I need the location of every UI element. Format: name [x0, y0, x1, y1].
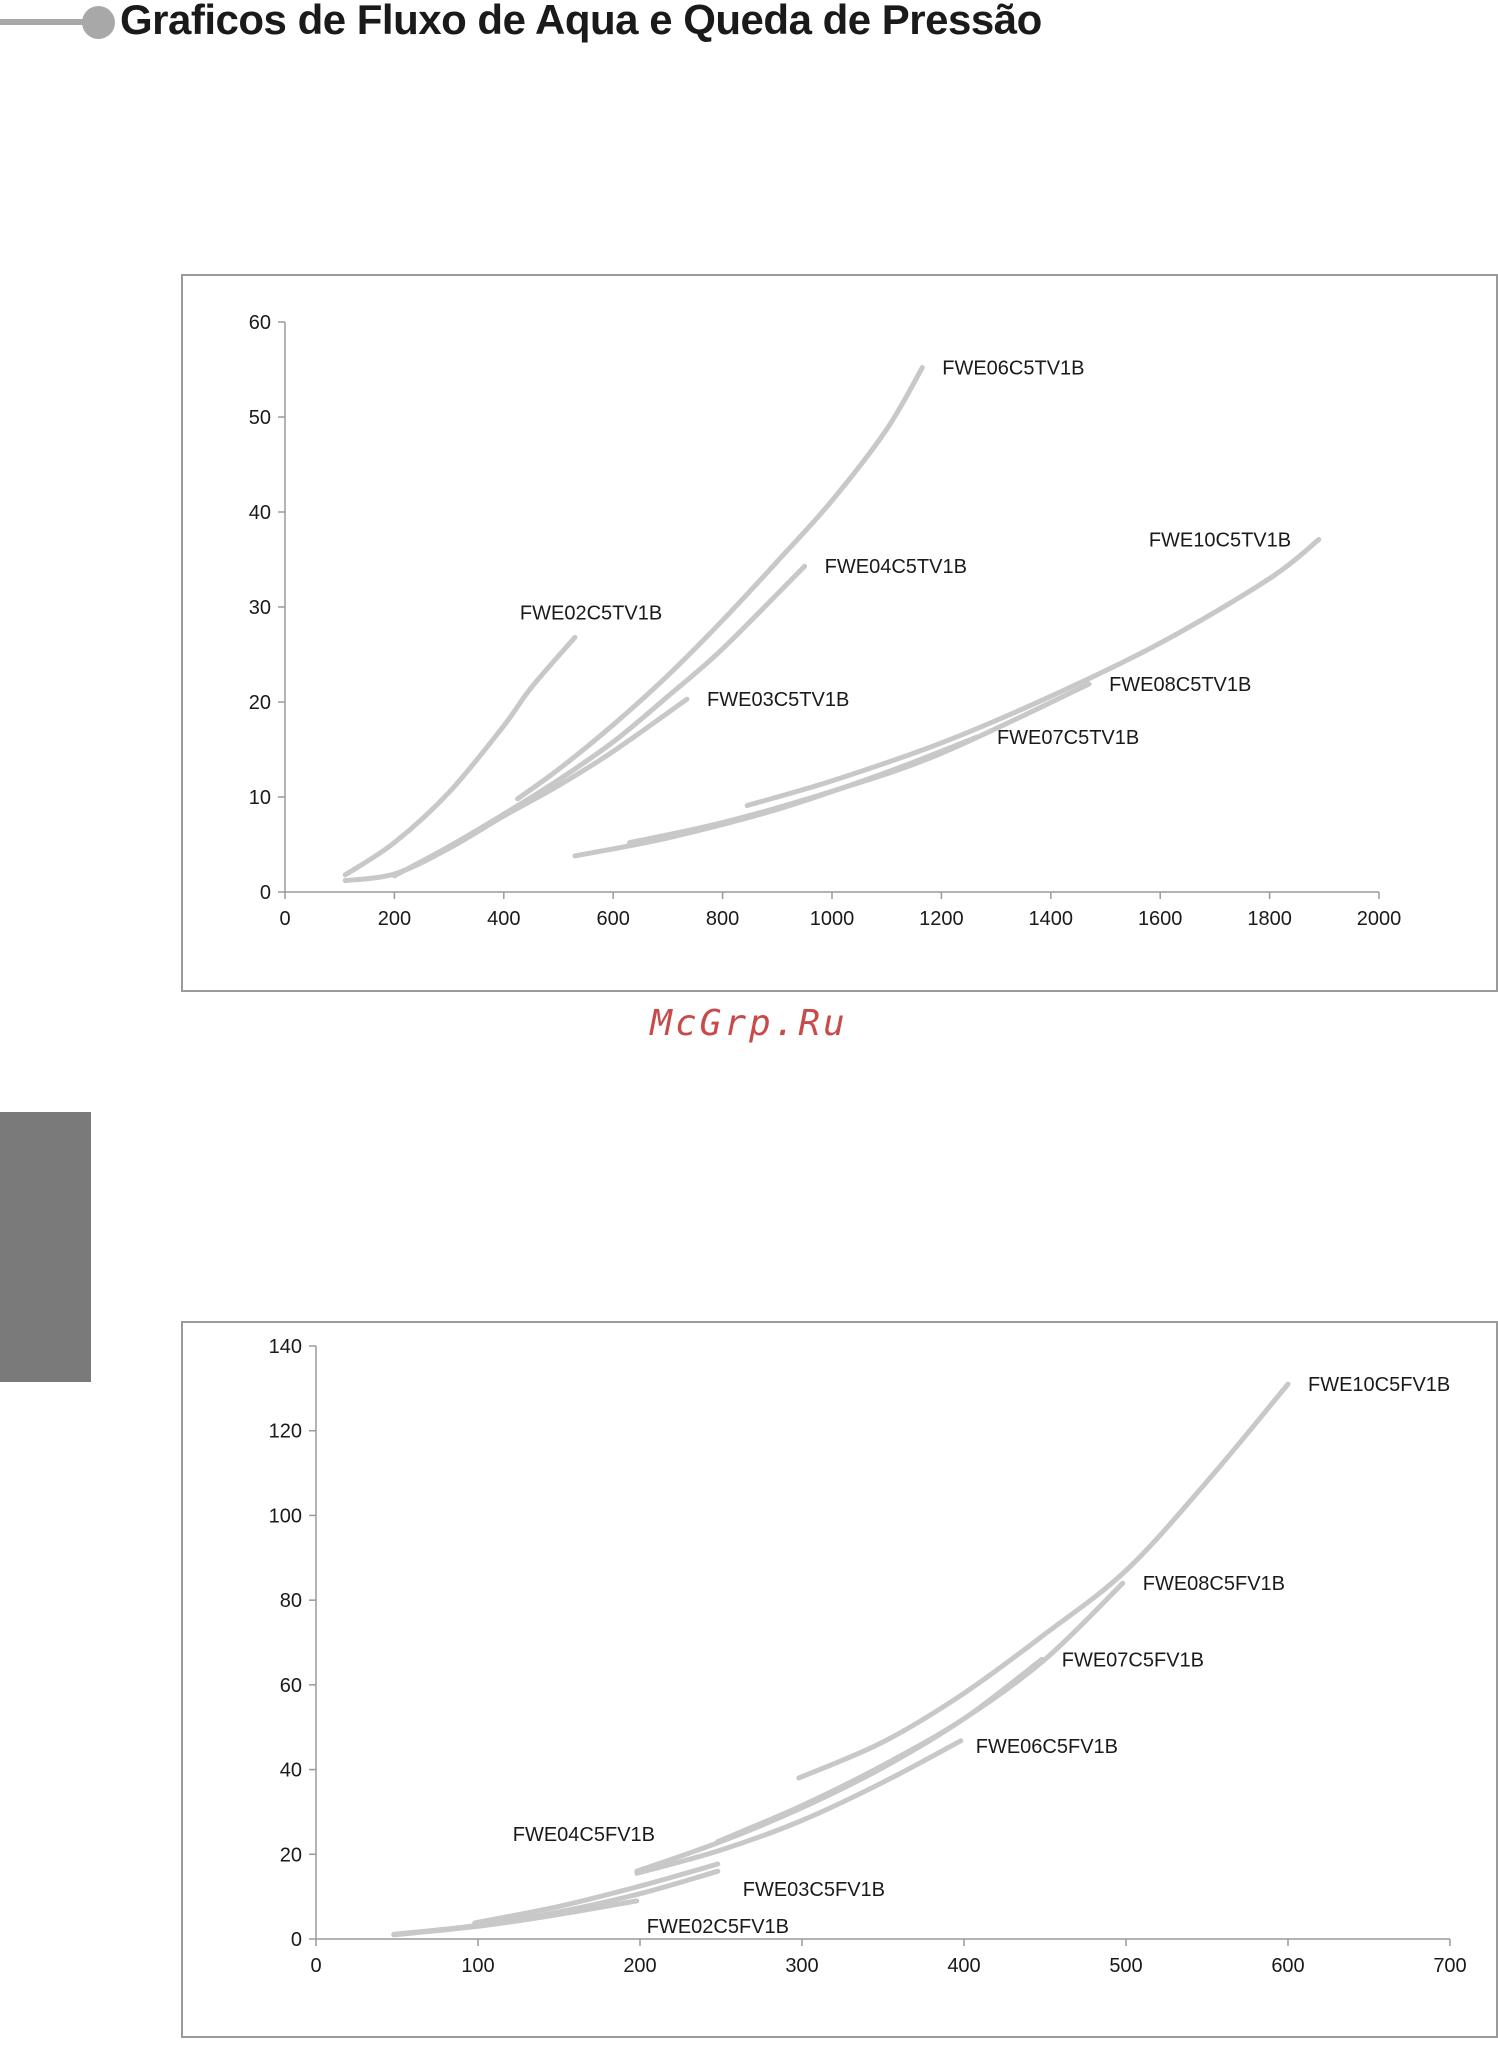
x-tick-label: 500 [1109, 1955, 1142, 1977]
series-label-fwe03c5fv1b: FWE03C5FV1B [743, 1879, 885, 1901]
x-tick-label: 100 [461, 1955, 494, 1977]
x-tick-label: 1400 [1029, 908, 1074, 930]
series-label-fwe07c5fv1b: FWE07C5FV1B [1062, 1649, 1204, 1671]
x-tick-label: 400 [947, 1955, 980, 1977]
y-tick-label: 30 [249, 597, 271, 619]
series-line-fwe08c5tv1b [627, 681, 1092, 846]
chart-frame-top: 0 10 20 30 40 50 60 0 200 400 600 800 1000 1200 1400 16… [181, 274, 1498, 992]
page-title: Graficos de Fluxo de Aqua e Queda de Pre… [120, 0, 1042, 43]
chart-bottom: 0 20 40 60 80 100 120 140 0 100 200 300 400 500 600 700… [269, 1336, 1467, 1977]
series-label-fwe02c5tv1b: FWE02C5TV1B [520, 602, 662, 624]
series-line-fwe10c5tv1b [744, 537, 1322, 808]
chart-frame-bottom: 0 20 40 60 80 100 120 140 0 100 200 300 400 500 600 700… [181, 1321, 1498, 2038]
series-line-fwe06c5fv1b [634, 1738, 964, 1876]
series-label-fwe07c5tv1b: FWE07C5TV1B [997, 727, 1139, 749]
watermark: McGrp.Ru [650, 1003, 848, 1044]
series-line-fwe03c5fv1b [391, 1868, 721, 1937]
series-label-fwe03c5tv1b: FWE03C5TV1B [707, 689, 849, 711]
x-tick-label: 800 [706, 908, 739, 930]
series-label-fwe08c5tv1b: FWE08C5TV1B [1109, 674, 1251, 696]
series-label-fwe06c5tv1b: FWE06C5TV1B [942, 358, 1084, 380]
y-tick-label: 100 [269, 1505, 302, 1527]
x-tick-label: 700 [1433, 1955, 1466, 1977]
series-label-fwe08c5fv1b: FWE08C5FV1B [1143, 1573, 1285, 1595]
y-tick-label: 0 [291, 1929, 302, 1951]
y-tick-label: 40 [249, 502, 271, 524]
series-label-fwe10c5fv1b: FWE10C5FV1B [1308, 1374, 1450, 1396]
x-tick-label: 200 [623, 1955, 656, 1977]
series-line-fwe02c5tv1b [342, 634, 578, 878]
y-tick-label: 120 [269, 1421, 302, 1443]
series-label-fwe02c5fv1b: FWE02C5FV1B [647, 1916, 789, 1938]
series-line-fwe04c5fv1b [472, 1861, 721, 1926]
x-tick-label: 1000 [810, 908, 855, 930]
y-tick-label: 60 [280, 1675, 302, 1697]
x-tick-label: 300 [785, 1955, 818, 1977]
x-tick-label: 600 [597, 908, 630, 930]
x-tick-label: 0 [310, 1955, 321, 1977]
series-label-fwe10c5tv1b: FWE10C5TV1B [1149, 530, 1291, 552]
x-tick-label: 1200 [919, 908, 964, 930]
series-label-fwe04c5tv1b: FWE04C5TV1B [825, 556, 967, 578]
y-tick-label: 0 [260, 882, 271, 904]
y-tick-label: 50 [249, 407, 271, 429]
side-tab [0, 1112, 91, 1382]
y-tick-label: 10 [249, 787, 271, 809]
x-tick-label: 2000 [1357, 908, 1402, 930]
x-tick-label: 1800 [1247, 908, 1292, 930]
x-tick-label: 0 [279, 908, 290, 930]
series-label-fwe04c5fv1b: FWE04C5FV1B [513, 1824, 655, 1846]
y-tick-label: 80 [280, 1590, 302, 1612]
header-accent-dot [82, 6, 115, 39]
y-tick-label: 40 [280, 1760, 302, 1782]
series-line-fwe10c5fv1b [796, 1381, 1291, 1781]
series-line-fwe08c5fv1b [715, 1580, 1126, 1845]
y-tick-label: 20 [249, 692, 271, 714]
series-label-fwe06c5fv1b: FWE06C5FV1B [976, 1736, 1118, 1758]
series-line-fwe06c5tv1b [515, 365, 925, 802]
series-line-fwe07c5fv1b [634, 1656, 1045, 1874]
x-tick-label: 600 [1271, 1955, 1304, 1977]
x-tick-label: 200 [378, 908, 411, 930]
series-line-fwe04c5tv1b [391, 563, 808, 879]
y-tick-label: 140 [269, 1336, 302, 1358]
header-accent-line [0, 19, 95, 25]
x-tick-label: 1600 [1138, 908, 1183, 930]
y-tick-label: 60 [249, 312, 271, 334]
x-tick-label: 400 [487, 908, 520, 930]
y-tick-label: 20 [280, 1844, 302, 1866]
